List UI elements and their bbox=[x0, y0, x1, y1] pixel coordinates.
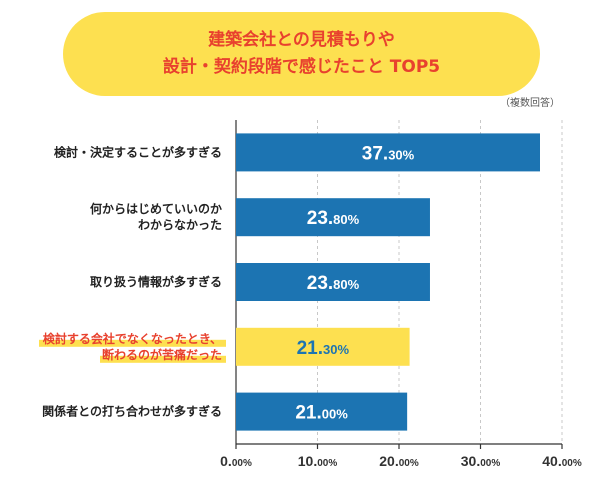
category-label: わからなかった bbox=[138, 218, 222, 232]
bar-value-label: 21.00% bbox=[295, 403, 348, 424]
bar bbox=[236, 327, 410, 366]
category-label: 検討・決定することが多すぎる bbox=[54, 144, 222, 159]
bar bbox=[236, 133, 540, 172]
x-tick-label: 10.00% bbox=[298, 453, 338, 469]
bar-value-label: 23.80% bbox=[307, 273, 360, 294]
bar bbox=[236, 392, 408, 431]
category-label: 何からはじめていいのか bbox=[90, 201, 222, 216]
multiple-answer-note: （複数回答） bbox=[500, 98, 560, 109]
label-highlight-marker bbox=[39, 339, 226, 347]
bar bbox=[236, 263, 430, 301]
category-label: 関係者との打ち合わせが多すぎる bbox=[42, 404, 222, 419]
bar bbox=[236, 198, 430, 237]
x-tick-label: 20.00% bbox=[379, 453, 419, 469]
chart-title-line-2: 設計・契約段階で感じたこと TOP5 bbox=[162, 57, 441, 77]
chart-title-banner: 建築会社との見積もりや 設計・契約段階で感じたこと TOP5 bbox=[63, 12, 540, 96]
category-label: 断わるのが苦痛だった bbox=[102, 347, 222, 362]
x-tick-label: 40.00% bbox=[542, 453, 582, 469]
x-tick-label: 0.00% bbox=[220, 453, 252, 469]
category-label: 取り扱う情報が多すぎる bbox=[90, 274, 222, 289]
chart-title-line-1: 建築会社との見積もりや bbox=[208, 30, 395, 50]
bar-value-label: 23.80% bbox=[307, 208, 360, 229]
bar-value-label: 37.30% bbox=[362, 143, 415, 164]
category-label: 検討する会社でなくなったとき、 bbox=[43, 331, 222, 346]
x-tick-label: 30.00% bbox=[461, 453, 501, 469]
bar-value-label: 21.30% bbox=[297, 338, 350, 359]
label-highlight-marker bbox=[100, 355, 226, 363]
